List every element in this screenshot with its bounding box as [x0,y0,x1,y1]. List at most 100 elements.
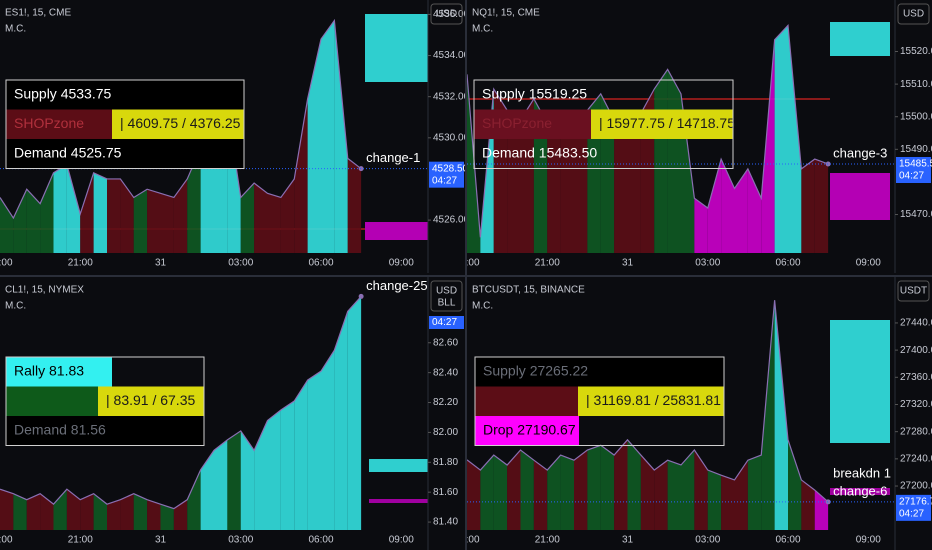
area-segment [614,439,628,530]
area-segment [614,119,628,254]
price-label: 27176.71 [899,497,932,508]
range-text: | 4609.75 / 4376.25 [120,115,241,131]
box-row-text: Supply 15519.25 [482,85,587,101]
area-segment [747,168,762,253]
area-segment [187,148,201,253]
area-segment [587,445,601,530]
area-segment [66,164,81,253]
area-segment [26,189,41,253]
area-segment [13,493,27,530]
last-point [825,161,831,167]
area-segment [627,439,641,530]
area-segment [734,460,748,530]
area-segment [40,172,54,253]
area-segment [133,493,148,530]
x-tick-label: 21:00 [68,258,93,269]
box-row-text: Demand 81.56 [14,421,106,437]
zone [830,173,890,220]
area-segment [788,439,802,530]
area-segment [814,490,829,530]
price-axis [428,0,465,273]
x-tick-label: 31 [155,535,167,546]
range-cell [591,109,733,139]
area-segment [80,493,94,530]
currency: USD [903,9,924,20]
chart-panel: 4536.00 4534.00 4532.00 4530.00 4526.00 4528.… [0,0,470,273]
area-segment [307,39,321,254]
y-tick-label: 82.60 [433,337,458,348]
area-segment [547,113,561,253]
box-row [6,80,244,110]
box-row [474,109,591,139]
area-segment [321,350,335,530]
y-tick-label: 81.80 [433,457,458,468]
annotation: change-3 [833,145,887,160]
area-segment [761,39,775,253]
price-label-box [896,494,931,521]
x-tick-label: 09:00 [856,258,881,269]
area-segment [280,401,295,530]
area-segment [107,499,121,530]
y-tick-label: 4534.00 [433,50,470,61]
x-tick-label: 03:00 [695,258,720,269]
x-tick-label: 21:00 [68,535,93,546]
area-segment [694,198,708,253]
area-segment [66,489,81,530]
zone [830,22,890,56]
area-segment [80,172,94,253]
range-text: | 83.91 / 67.35 [106,392,195,408]
zone [369,459,428,472]
area-segment [240,430,255,530]
price-axis [895,0,932,273]
x-tick-label: 06:00 [308,535,333,546]
x-tick-label: 06:00 [775,258,800,269]
area-segment [133,189,148,253]
area-segment [173,178,188,253]
area-segment [53,164,67,253]
area-segment [200,450,214,530]
area-segment [40,493,54,530]
x-tick-label: 03:00 [228,258,253,269]
area-segment [694,450,708,530]
x-tick-label: 21:00 [535,535,560,546]
area-segment [681,450,695,530]
x-tick-label: 31 [622,258,634,269]
area-segment [667,69,681,254]
y-tick-label: 82.40 [433,367,458,378]
x-tick-label: 18:00 [454,258,479,269]
area-segment [560,113,574,253]
box-row [6,386,98,416]
currency-tag [430,3,463,25]
area-segment [254,420,268,530]
countdown: 04:27 [899,171,924,182]
zone [369,499,428,503]
y-tick-label: 27280.00 [900,426,932,437]
area-segment [321,20,335,253]
y-tick-label: 27240.00 [900,453,932,464]
box-row-text: Supply 27265.22 [483,362,588,378]
y-tick-label: 27400.00 [900,345,932,356]
box-border [473,79,734,169]
area-segment [774,25,788,253]
area-segment [480,455,494,530]
range-text: | 15977.75 / 14718.75 [599,115,735,131]
area-segment [547,455,561,530]
area-segment [173,499,188,530]
chart-subtitle: M.C. [5,24,26,35]
chart-panel: 27440.00 27400.00 27360.00 27320.00 27280.00… [467,277,932,550]
area-segment [507,110,521,253]
area-segment [600,445,615,530]
range-cell [98,386,204,416]
area-segment [721,475,735,530]
currency: USD [436,9,457,20]
x-tick-label: 31 [155,258,167,269]
chart-panel: 82.60 82.40 82.20 82.00 81.80 81.60 81.40 04:27… [0,277,465,550]
y-tick-label: 4530.00 [433,132,470,143]
y-tick-label: 15470.00 [900,209,932,220]
y-tick-label: 15500.00 [900,111,932,122]
currency-tag [430,280,463,312]
x-tick-label: 18:00 [0,258,13,269]
area-segment [627,113,641,253]
box-row-text: Demand 15483.50 [482,144,597,160]
